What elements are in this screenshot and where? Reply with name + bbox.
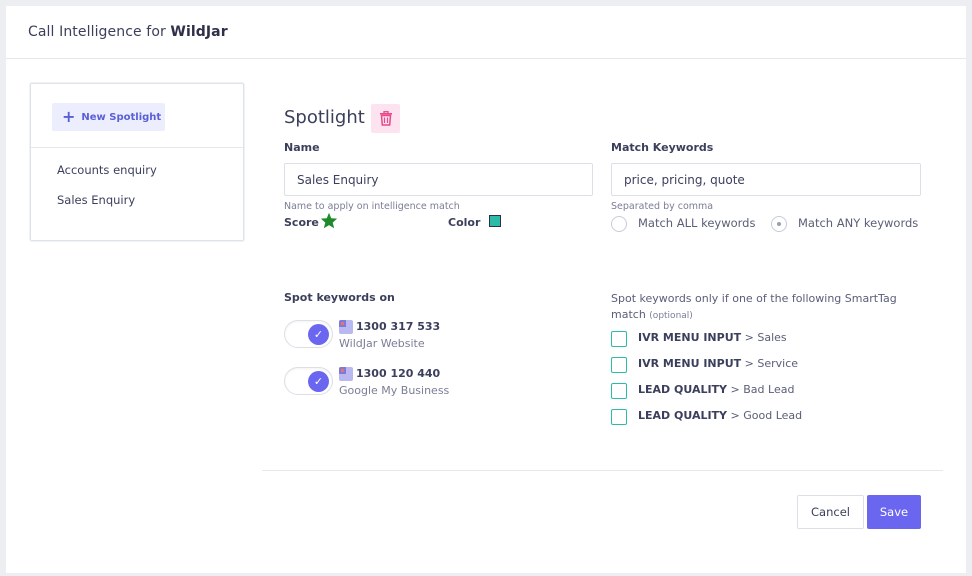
- score-label: Score: [284, 216, 319, 229]
- match-any-radio[interactable]: [771, 216, 787, 232]
- save-button[interactable]: Save: [867, 495, 921, 529]
- match-all-label: Match ALL keywords: [638, 216, 756, 230]
- phone-number-1: 1300 317 533: [356, 320, 441, 333]
- number-source-2: Google My Business: [339, 384, 450, 397]
- spot-keywords-on-label: Spot keywords on: [284, 291, 395, 304]
- page-title: Call Intelligence for WildJar: [28, 24, 228, 40]
- sidebar-item-sales-enquiry[interactable]: Sales Enquiry: [57, 193, 136, 207]
- sidebar-divider: [31, 147, 243, 148]
- cancel-button[interactable]: Cancel: [797, 495, 864, 529]
- smarttag-value: > Bad Lead: [730, 383, 795, 396]
- name-hint: Name to apply on intelligence match: [284, 201, 460, 212]
- page-header: Call Intelligence for WildJar: [6, 6, 966, 59]
- match-any-label: Match ANY keywords: [798, 216, 919, 230]
- smarttag-value: > Service: [744, 357, 799, 370]
- smarttag-option-1: IVR MENU INPUT > Sales: [638, 331, 787, 344]
- check-icon: ✓: [308, 324, 329, 345]
- footer-divider: [262, 470, 943, 471]
- color-label: Color: [448, 216, 481, 229]
- keywords-input[interactable]: [611, 163, 921, 196]
- smarttag-option-2: IVR MENU INPUT > Service: [638, 357, 798, 370]
- keywords-hint: Separated by comma: [611, 201, 714, 212]
- plus-icon: +: [62, 107, 76, 126]
- smarttag-label-text: Spot keywords only if one of the followi…: [611, 292, 897, 321]
- smarttag-checkbox-4[interactable]: [611, 409, 627, 425]
- phone-number-2: 1300 120 440: [356, 367, 441, 380]
- main-panel: Call Intelligence for WildJar + New Spot…: [6, 6, 966, 573]
- delete-spotlight-button[interactable]: [371, 104, 400, 133]
- name-input[interactable]: [284, 163, 593, 196]
- star-icon[interactable]: [320, 212, 338, 229]
- smarttag-tag: LEAD QUALITY: [638, 383, 728, 396]
- smarttag-value: > Sales: [744, 331, 787, 344]
- new-spotlight-button[interactable]: + New Spotlight: [52, 103, 165, 131]
- smarttag-checkbox-1[interactable]: [611, 331, 627, 347]
- title-brand: WildJar: [170, 24, 228, 40]
- smarttag-tag: IVR MENU INPUT: [638, 331, 742, 344]
- check-icon: ✓: [308, 371, 329, 392]
- smarttag-checkbox-2[interactable]: [611, 357, 627, 373]
- match-keywords-label: Match Keywords: [611, 141, 714, 154]
- number-source-1: WildJar Website: [339, 337, 425, 350]
- name-label: Name: [284, 141, 320, 154]
- smarttag-option-3: LEAD QUALITY > Bad Lead: [638, 383, 794, 396]
- number-toggle-1[interactable]: ✓: [284, 320, 333, 348]
- match-all-radio[interactable]: [611, 216, 627, 232]
- trash-icon: [379, 111, 392, 126]
- smarttag-optional: (optional): [649, 311, 693, 321]
- spotlight-heading: Spotlight: [284, 107, 365, 128]
- au-flag-icon: [339, 367, 353, 381]
- smarttag-tag: IVR MENU INPUT: [638, 357, 742, 370]
- number-toggle-2[interactable]: ✓: [284, 367, 333, 395]
- title-prefix: Call Intelligence for: [28, 24, 166, 40]
- new-spotlight-label: New Spotlight: [81, 111, 162, 123]
- spotlight-sidebar: + New Spotlight Accounts enquiry Sales E…: [30, 83, 244, 241]
- color-swatch[interactable]: [489, 215, 501, 227]
- smarttag-value: > Good Lead: [730, 409, 803, 422]
- smarttag-label: Spot keywords only if one of the followi…: [611, 291, 911, 324]
- sidebar-item-accounts-enquiry[interactable]: Accounts enquiry: [57, 163, 157, 177]
- smarttag-option-4: LEAD QUALITY > Good Lead: [638, 409, 802, 422]
- smarttag-checkbox-3[interactable]: [611, 383, 627, 399]
- au-flag-icon: [339, 320, 353, 334]
- smarttag-tag: LEAD QUALITY: [638, 409, 728, 422]
